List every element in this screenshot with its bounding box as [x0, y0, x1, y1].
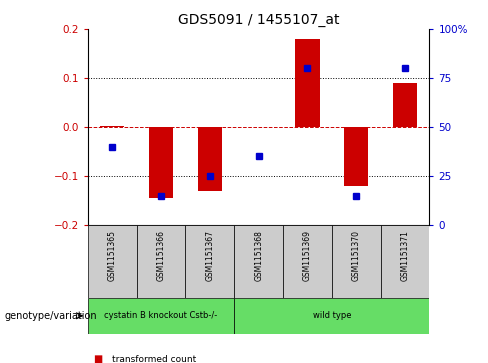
Text: GSM1151368: GSM1151368	[254, 230, 263, 281]
Text: cystatin B knockout Cstb-/-: cystatin B knockout Cstb-/-	[104, 311, 218, 320]
Bar	[381, 225, 429, 298]
Bar	[234, 225, 283, 298]
Text: GSM1151365: GSM1151365	[108, 230, 117, 281]
Text: transformed count: transformed count	[112, 355, 197, 363]
Bar	[295, 39, 320, 127]
Bar	[88, 298, 234, 334]
Bar	[88, 225, 137, 298]
Bar	[137, 225, 185, 298]
Title: GDS5091 / 1455107_at: GDS5091 / 1455107_at	[178, 13, 339, 26]
Text: genotype/variation: genotype/variation	[5, 311, 98, 321]
Text: ■: ■	[93, 354, 102, 363]
Bar	[344, 127, 368, 186]
Bar	[393, 83, 417, 127]
Bar	[234, 298, 429, 334]
Text: GSM1151367: GSM1151367	[205, 230, 214, 281]
Bar	[185, 225, 234, 298]
Text: GSM1151366: GSM1151366	[157, 230, 165, 281]
Bar	[198, 127, 222, 191]
Text: GSM1151369: GSM1151369	[303, 230, 312, 281]
Text: GSM1151371: GSM1151371	[401, 230, 409, 281]
Bar	[149, 127, 173, 198]
Text: GSM1151370: GSM1151370	[352, 230, 361, 281]
Bar	[100, 126, 124, 127]
Text: wild type: wild type	[313, 311, 351, 320]
Bar	[283, 225, 332, 298]
Bar	[332, 225, 381, 298]
